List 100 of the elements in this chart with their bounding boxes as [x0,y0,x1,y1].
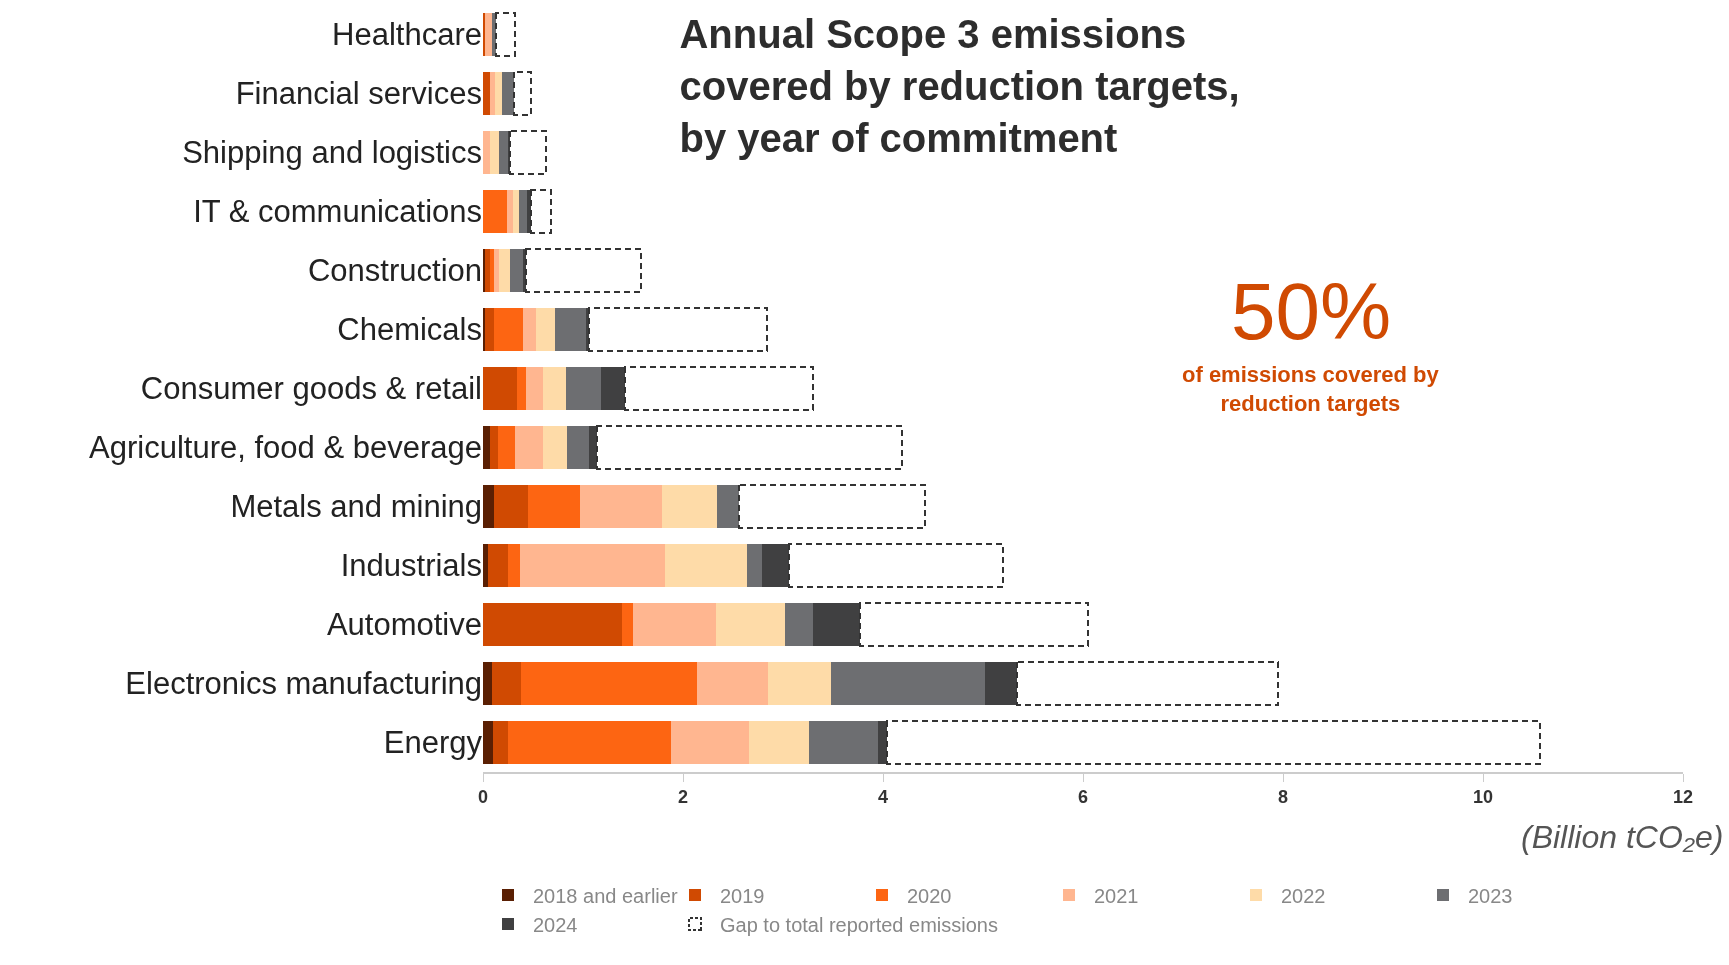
bar [588,307,768,352]
x-tick-label: 8 [1277,787,1289,808]
bar [499,131,508,174]
bar [483,662,492,705]
bar [483,190,507,233]
bar [485,308,494,351]
bar [580,485,662,528]
bar [483,367,517,410]
bar [513,190,519,233]
annotation: 50% [1231,267,1392,356]
bar [483,544,488,587]
bar [543,426,567,469]
y-tick-label: Healthcare [332,17,482,53]
bar [530,189,552,234]
bar [523,308,536,351]
bar [495,12,516,57]
bar [633,603,716,646]
text: Annual Scope 3 emissions covered by reduction targets, by year of commitment [679,12,1240,161]
bar [697,662,768,705]
bar [596,425,903,470]
bar [671,721,749,764]
bar [788,543,1004,588]
legend-label: 2018 and earlier [533,884,678,907]
legend-label: 2023 [1468,884,1513,907]
bar [665,544,747,587]
bar [762,544,789,587]
bar [589,426,597,469]
bar [566,367,601,410]
y-tick-label: Consumer goods & retail [140,371,482,407]
bar [490,426,498,469]
bar [768,662,831,705]
x-tick-label: 0 [477,787,489,808]
y-tick-label: Automotive [326,607,482,643]
bar [624,366,814,411]
y-tick-label: IT & communications [193,194,482,230]
bar [483,485,494,528]
x-tick-label: 12 [1672,787,1694,808]
bar [485,249,490,292]
bar [517,367,526,410]
y-tick-label: Metals and mining [230,489,482,525]
bar [492,662,521,705]
legend-label: 2022 [1281,884,1326,907]
legend-label: 2024 [533,913,578,936]
x-tick-label: 4 [877,787,889,808]
legend-label: 2019 [720,884,765,907]
bar [494,485,528,528]
bar [483,603,622,646]
bar [515,426,543,469]
y-tick-label: Energy [383,725,483,761]
bar [738,484,926,529]
bar [502,72,514,115]
y-tick-label: Shipping and logistics [182,135,482,171]
bar [859,602,1089,647]
x-tick-label: 2 [677,787,689,808]
bar [717,485,739,528]
bar [507,190,513,233]
x-tick-label: 6 [1077,787,1089,808]
bar [490,72,495,115]
bar [985,662,1017,705]
legend-label: 2021 [1094,884,1139,907]
bar [747,544,762,587]
bar [494,308,523,351]
bar [716,603,785,646]
legend-label: 2020 [907,884,952,907]
bar [1016,661,1279,706]
bar [490,249,494,292]
bar [499,249,510,292]
bar [622,603,633,646]
bar [483,426,490,469]
bar [483,72,490,115]
bar [601,367,625,410]
bar [785,603,813,646]
x-tick-label: 10 [1472,787,1494,808]
y-tick-label: Construction [307,253,482,289]
bar [490,131,499,174]
bar [886,720,1541,765]
bar [567,426,589,469]
y-tick-label: Chemicals [337,312,482,348]
y-tick-label: Industrials [340,548,482,584]
bar [493,721,508,764]
bar [483,721,493,764]
bar [509,130,547,175]
bar [520,544,665,587]
x-axis-title: (Billion tCO₂e) [1521,819,1724,855]
bar [513,71,532,116]
bar [813,603,860,646]
bar [495,72,502,115]
bar [749,721,809,764]
bar [485,13,492,56]
bar [809,721,878,764]
bar [526,367,543,410]
bar [508,721,671,764]
bar [519,190,527,233]
bar [555,308,586,351]
bar [521,662,697,705]
bar [525,248,642,293]
bar [510,249,523,292]
bar [494,249,499,292]
bar [831,662,985,705]
y-tick-label: Agriculture, food & beverage [89,430,482,466]
